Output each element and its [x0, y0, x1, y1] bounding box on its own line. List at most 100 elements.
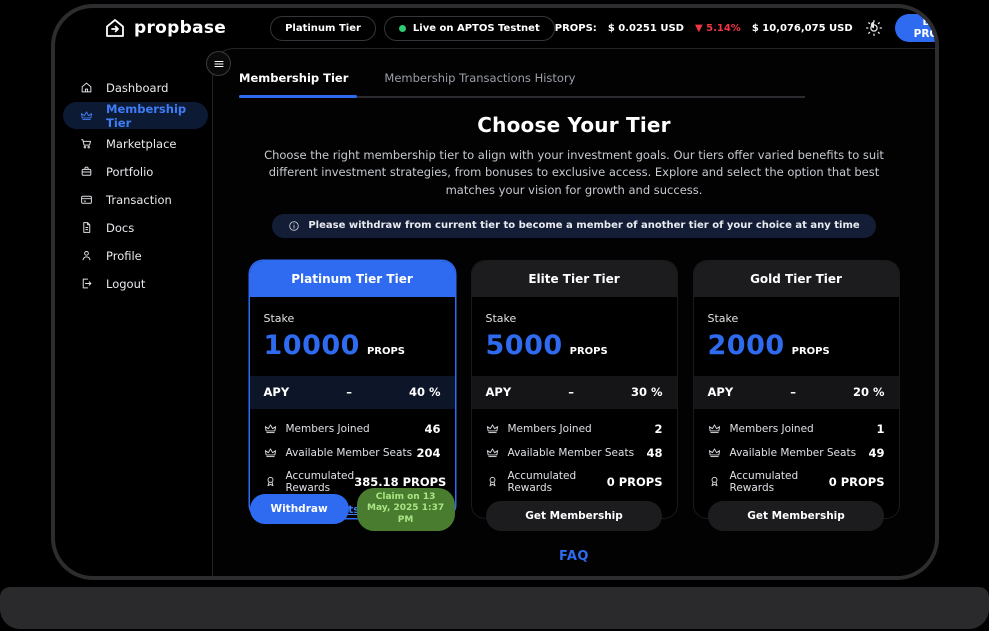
faq-link[interactable]: FAQ [558, 549, 589, 564]
tier-card-title: Elite Tier Tier [528, 271, 620, 286]
tabs: Membership Tier Membership Transactions … [239, 71, 805, 98]
house-arrow-logo-icon [103, 16, 127, 40]
sidebar-item-label: Docs [106, 220, 135, 235]
withdraw-button[interactable]: Withdraw [249, 494, 349, 525]
sidebar-item-logout[interactable]: Logout [55, 270, 212, 297]
network-status-label: Live on APTOS Testnet [412, 22, 540, 34]
ticker-label: PROPS: [554, 22, 597, 34]
tier-card-header: Platinum Tier Tier [249, 260, 455, 297]
info-icon [288, 220, 300, 232]
tier-card-body: Stake 5000 PROPS APY – 30 % [471, 297, 677, 517]
apy-separator: – [790, 385, 796, 400]
tier-card-body: Stake 2000 PROPS APY – 20 % [693, 297, 899, 517]
stat-available-seats: Available Member Seats 204 [264, 446, 441, 460]
stake-unit: PROPS [569, 345, 608, 357]
menu-icon [213, 58, 225, 70]
sidebar-item-label: Portfolio [106, 164, 154, 179]
main-panel: Membership Tier Membership Transactions … [212, 48, 935, 576]
sidebar-item-portfolio[interactable]: Portfolio [55, 158, 212, 185]
stat-value: 48 [646, 445, 663, 460]
tab-membership-tier[interactable]: Membership Tier [239, 71, 349, 85]
stake-value: 2000 [707, 329, 785, 361]
stat-value: 0 PROPS [828, 474, 885, 489]
live-status-dot-icon [398, 24, 406, 32]
card-icon [80, 193, 93, 206]
sidebar-item-profile[interactable]: Profile [55, 242, 212, 269]
brand-logo[interactable]: propbase [103, 16, 226, 40]
sidebar-item-docs[interactable]: Docs [55, 214, 212, 241]
apy-separator: – [346, 385, 352, 400]
device-screen: propbase Platinum Tier Live on APTOS Tes… [51, 4, 939, 580]
network-status-badge[interactable]: Live on APTOS Testnet [383, 15, 555, 41]
stat-value: 46 [424, 421, 441, 436]
stake-unit: PROPS [791, 345, 830, 357]
stat-accumulated-rewards: Accumulated Rewards 385.18 PROPS [264, 469, 446, 494]
ticker-price: $ 0.0251 USD [607, 22, 684, 34]
apy-value: 20 % [852, 385, 885, 400]
seats-icon [708, 446, 721, 459]
stake-row: 2000 PROPS [708, 330, 885, 361]
stat-label: Accumulated Rewards [729, 469, 799, 494]
seats-icon [486, 446, 499, 459]
members-icon [708, 422, 721, 435]
claim-button[interactable]: Claim on 13 May, 2025 1:37 PM [356, 487, 455, 531]
apy-value: 40 % [408, 385, 441, 400]
tier-cards: Platinum Tier Tier Stake 10000 PROPS APY… [213, 260, 935, 531]
tier-card-footer: Get Membership [694, 500, 899, 531]
seats-icon [264, 446, 277, 459]
stat-label: Members Joined [285, 422, 370, 435]
tier-badge[interactable]: Platinum Tier [270, 15, 376, 41]
app-body: Dashboard Membership Tier [55, 48, 935, 576]
tier-badge-label: Platinum Tier [285, 22, 361, 34]
sidebar-collapse-button[interactable] [206, 51, 231, 76]
crown-icon [80, 109, 93, 122]
theme-toggle-icon[interactable] [865, 19, 883, 37]
medal-icon [708, 475, 721, 488]
apy-label: APY [485, 385, 512, 400]
user-icon [80, 249, 93, 262]
apy-label: APY [263, 385, 290, 400]
tier-card-header: Elite Tier Tier [471, 260, 677, 297]
sidebar-item-label: Transaction [106, 192, 172, 207]
stake-row: 5000 PROPS [486, 330, 663, 361]
buy-props-button[interactable]: Buy PROPS [894, 14, 935, 42]
laptop-base [0, 587, 989, 629]
ticker-market-cap: $ 10,076,075 USD [751, 22, 853, 34]
tier-card-elite: Elite Tier Tier Stake 5000 PROPS APY – 3… [471, 260, 677, 531]
tier-card-footer: Withdraw Claim on 13 May, 2025 1:37 PM [249, 487, 455, 531]
props-price-ticker: PROPS: $ 0.0251 USD ▼ 5.14% $ 10,076,075… [555, 23, 853, 34]
sidebar-item-label: Logout [106, 276, 146, 291]
sidebar-item-transaction[interactable]: Transaction [55, 186, 212, 213]
stat-value: 2 [654, 421, 663, 436]
stat-members-joined: Members Joined 46 [264, 422, 441, 436]
members-icon [486, 422, 499, 435]
apy-row: APY – 30 % [471, 375, 677, 409]
active-tab-indicator [239, 95, 357, 98]
stake-label: Stake [485, 311, 517, 325]
tab-membership-transactions-history[interactable]: Membership Transactions History [384, 71, 576, 85]
stat-available-seats: Available Member Seats 48 [486, 446, 663, 460]
stat-label: Members Joined [729, 422, 814, 435]
get-membership-button[interactable]: Get Membership [486, 500, 662, 531]
tier-card-footer: Get Membership [472, 500, 677, 531]
tier-card-body: Stake 10000 PROPS APY – 40 % [249, 297, 455, 517]
page-title: Choose Your Tier [477, 113, 671, 137]
tier-card-title: Platinum Tier Tier [291, 271, 413, 286]
apy-value: 30 % [630, 385, 663, 400]
stat-label: Available Member Seats [285, 446, 413, 459]
sidebar-item-label: Membership Tier [106, 101, 187, 130]
stake-value: 10000 [263, 329, 360, 361]
members-icon [264, 422, 277, 435]
apy-separator: – [568, 385, 574, 400]
notice-text: Please withdraw from current tier to bec… [308, 220, 860, 232]
stat-members-joined: Members Joined 2 [486, 422, 663, 436]
app-header: propbase Platinum Tier Live on APTOS Tes… [55, 8, 935, 48]
stat-label: Available Member Seats [507, 446, 635, 459]
sidebar-item-marketplace[interactable]: Marketplace [55, 130, 212, 157]
sidebar-item-membership-tier[interactable]: Membership Tier [63, 101, 208, 130]
stat-label: Accumulated Rewards [285, 469, 355, 494]
sidebar-item-dashboard[interactable]: Dashboard [55, 74, 212, 101]
briefcase-icon [80, 165, 93, 178]
medal-icon [264, 475, 277, 488]
get-membership-button[interactable]: Get Membership [708, 500, 884, 531]
